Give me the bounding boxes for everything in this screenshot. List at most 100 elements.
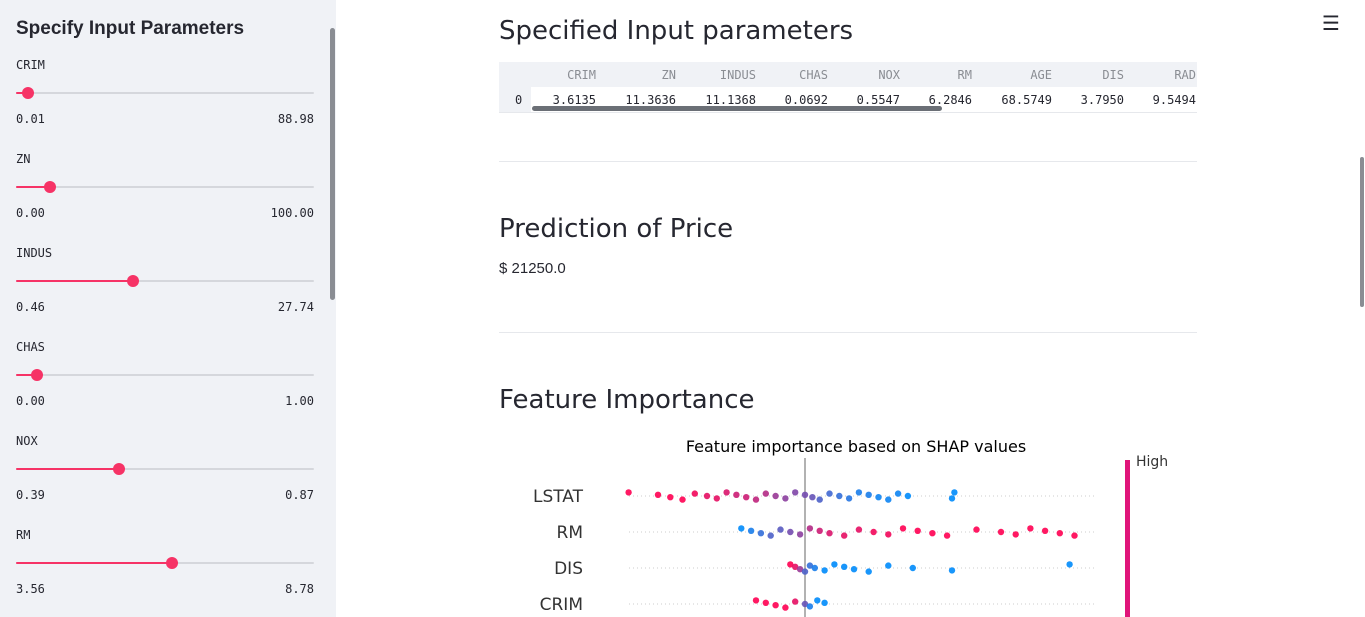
shap-point bbox=[865, 491, 872, 498]
table-cell[interactable]: 0.5547 bbox=[856, 93, 900, 107]
shap-point bbox=[951, 489, 958, 496]
shap-point bbox=[703, 492, 711, 500]
slider-indus[interactable]: INDUS 0.46 27.74 bbox=[16, 246, 314, 340]
table-cell[interactable]: 11.3636 bbox=[625, 93, 676, 107]
feature-label: DIS bbox=[554, 559, 583, 579]
slider-crim[interactable]: CRIM 0.01 88.98 bbox=[16, 58, 314, 152]
slider-nox[interactable]: NOX 0.39 0.87 bbox=[16, 434, 314, 528]
input-section: Specified Input parameters bbox=[499, 16, 1197, 46]
shap-point bbox=[806, 603, 814, 610]
table-header-cell[interactable]: CHAS bbox=[799, 68, 828, 82]
shap-point bbox=[816, 496, 823, 503]
shap-point bbox=[743, 494, 750, 501]
slider-rm[interactable]: RM 3.56 8.78 bbox=[16, 528, 314, 617]
slider-track[interactable] bbox=[16, 181, 314, 193]
slider-track[interactable] bbox=[16, 557, 314, 569]
slider-thumb[interactable] bbox=[31, 369, 43, 381]
slider-max-label: 100.00 bbox=[270, 206, 314, 220]
table-header-cell[interactable]: ZN bbox=[661, 68, 676, 82]
shap-point bbox=[865, 568, 872, 575]
table-cell[interactable]: 6.2846 bbox=[928, 93, 972, 107]
slider-fill bbox=[16, 186, 50, 188]
feature-label: CRIM bbox=[540, 595, 583, 615]
table-header-cell[interactable]: RAD bbox=[1174, 68, 1196, 82]
shap-point bbox=[667, 494, 674, 501]
shap-point bbox=[787, 528, 794, 536]
slider-thumb[interactable] bbox=[113, 463, 125, 475]
slider-track[interactable] bbox=[16, 463, 314, 475]
shap-point bbox=[767, 532, 774, 539]
slider-max-label: 8.78 bbox=[285, 582, 314, 596]
shap-point bbox=[1056, 530, 1063, 537]
importance-section: Feature Importance bbox=[499, 385, 1197, 415]
slider-max-label: 27.74 bbox=[277, 300, 314, 314]
shap-point bbox=[1041, 527, 1049, 534]
shap-point bbox=[733, 491, 740, 498]
slider-track[interactable] bbox=[16, 369, 314, 381]
shap-point bbox=[757, 530, 765, 537]
table-header-cell[interactable]: AGE bbox=[1030, 68, 1052, 82]
table-index-column bbox=[499, 87, 531, 112]
shap-point bbox=[814, 597, 821, 604]
slider-thumb[interactable] bbox=[166, 557, 178, 569]
importance-title: Feature Importance bbox=[499, 385, 755, 415]
slider-chas[interactable]: CHAS 0.00 1.00 bbox=[16, 340, 314, 434]
slider-track[interactable] bbox=[16, 275, 314, 287]
shap-point bbox=[787, 561, 794, 568]
table-cell[interactable]: 0.0692 bbox=[784, 93, 828, 107]
shap-point bbox=[875, 494, 882, 501]
slider-thumb[interactable] bbox=[44, 181, 56, 193]
shap-chart-svg: Feature importance based on SHAP values L… bbox=[533, 437, 1168, 617]
slider-thumb[interactable] bbox=[127, 275, 139, 287]
shap-point bbox=[1066, 561, 1073, 568]
shap-point bbox=[845, 495, 853, 502]
input-table[interactable]: 0 CRIM 3.6135 ZN 11.3636 INDUS 11.1368 CHAS 0.06… bbox=[499, 62, 1197, 113]
shap-point bbox=[943, 532, 951, 539]
table-header-cell[interactable]: CRIM bbox=[567, 68, 596, 82]
shap-point bbox=[831, 561, 838, 568]
slider-fill bbox=[16, 468, 119, 470]
shap-point bbox=[821, 567, 828, 574]
chart-title: Feature importance based on SHAP values bbox=[686, 437, 1026, 456]
shap-point bbox=[713, 495, 720, 502]
table-cell[interactable]: 68.5749 bbox=[1001, 93, 1052, 107]
slider-label: ZN bbox=[16, 152, 31, 166]
shap-summary-chart: Feature importance based on SHAP values L… bbox=[499, 430, 1197, 617]
hamburger-menu-icon[interactable]: ☰ bbox=[1322, 13, 1340, 35]
shap-point bbox=[929, 530, 936, 537]
sidebar-scrollbar[interactable] bbox=[330, 28, 335, 300]
table-horizontal-scrollbar[interactable] bbox=[532, 106, 942, 111]
shap-point bbox=[909, 564, 916, 572]
slider-thumb[interactable] bbox=[22, 87, 34, 99]
table-cell[interactable]: 9.5494 bbox=[1152, 93, 1196, 107]
slider-track[interactable] bbox=[16, 87, 314, 99]
table-header-cell[interactable]: DIS bbox=[1102, 68, 1124, 82]
slider-min-label: 0.46 bbox=[16, 300, 45, 314]
divider bbox=[499, 161, 1197, 162]
table-header-cell[interactable]: INDUS bbox=[719, 68, 756, 82]
shap-point bbox=[772, 602, 779, 609]
slider-fill bbox=[16, 280, 133, 282]
page-scrollbar[interactable] bbox=[1360, 157, 1364, 307]
shap-point bbox=[752, 496, 760, 503]
slider-label: NOX bbox=[16, 434, 38, 448]
shap-point bbox=[806, 562, 814, 569]
shap-point bbox=[973, 526, 980, 533]
prediction-section: Prediction of Price $ 21250.0 bbox=[499, 214, 1197, 277]
table-header-cell[interactable]: RM bbox=[957, 68, 972, 82]
table-cell[interactable]: 3.6135 bbox=[552, 93, 596, 107]
divider bbox=[499, 332, 1197, 333]
slider-min-label: 0.00 bbox=[16, 206, 45, 220]
table-cell[interactable]: 11.1368 bbox=[705, 93, 756, 107]
slider-zn[interactable]: ZN 0.00 100.00 bbox=[16, 152, 314, 246]
shap-point bbox=[772, 492, 779, 500]
slider-fill bbox=[16, 562, 172, 564]
table-row-index: 0 bbox=[515, 93, 523, 107]
prediction-title: Prediction of Price bbox=[499, 214, 734, 244]
shap-point bbox=[654, 491, 662, 498]
table-cell[interactable]: 3.7950 bbox=[1080, 93, 1124, 107]
shap-point bbox=[809, 494, 816, 501]
table-header-cell[interactable]: NOX bbox=[878, 68, 900, 82]
shap-point bbox=[792, 598, 799, 605]
shap-point bbox=[679, 496, 686, 503]
